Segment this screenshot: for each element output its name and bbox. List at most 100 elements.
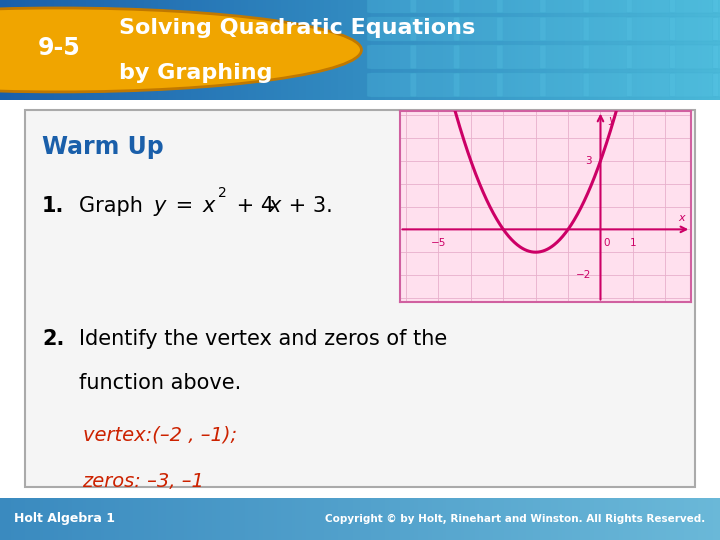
Bar	[464, 498, 469, 540]
Bar	[677, 0, 681, 100]
Bar	[61, 0, 66, 100]
Bar	[101, 0, 105, 100]
Bar	[223, 498, 228, 540]
Bar	[526, 498, 530, 540]
Bar	[713, 0, 717, 100]
Bar	[101, 498, 105, 540]
Bar	[493, 0, 498, 100]
Bar	[662, 0, 667, 100]
FancyBboxPatch shape	[540, 73, 589, 97]
Bar	[130, 498, 134, 540]
Bar	[50, 498, 55, 540]
Bar	[572, 498, 577, 540]
Bar	[108, 498, 112, 540]
Bar	[709, 0, 714, 100]
Bar	[346, 498, 350, 540]
Bar	[443, 498, 447, 540]
Bar	[328, 498, 332, 540]
Bar	[342, 498, 346, 540]
Bar	[259, 498, 264, 540]
Bar	[457, 498, 462, 540]
Bar	[486, 498, 490, 540]
Bar	[400, 0, 404, 100]
Bar	[216, 0, 220, 100]
Bar	[684, 0, 688, 100]
Bar	[644, 498, 649, 540]
Bar	[310, 498, 314, 540]
Bar	[659, 498, 663, 540]
Bar	[29, 0, 33, 100]
Text: 9-5: 9-5	[37, 36, 81, 60]
Bar	[112, 0, 116, 100]
Bar	[572, 0, 577, 100]
Text: 0: 0	[603, 238, 610, 248]
Bar	[248, 0, 253, 100]
Bar	[536, 0, 541, 100]
FancyBboxPatch shape	[454, 73, 503, 97]
Text: y: y	[608, 115, 615, 125]
Bar	[515, 498, 519, 540]
Bar	[547, 0, 552, 100]
Bar	[86, 498, 91, 540]
Bar	[173, 0, 177, 100]
Bar	[529, 0, 534, 100]
Bar	[551, 0, 555, 100]
Bar	[104, 498, 109, 540]
Text: by Graphing: by Graphing	[119, 63, 272, 83]
Bar	[551, 498, 555, 540]
FancyBboxPatch shape	[25, 110, 695, 487]
Bar	[18, 498, 22, 540]
Bar	[374, 0, 379, 100]
Bar	[151, 498, 156, 540]
Bar	[216, 498, 220, 540]
Text: −2: −2	[576, 270, 591, 280]
FancyBboxPatch shape	[410, 17, 459, 41]
Bar	[54, 0, 58, 100]
Bar	[187, 0, 192, 100]
Bar	[558, 0, 562, 100]
Bar	[378, 0, 382, 100]
FancyBboxPatch shape	[626, 73, 675, 97]
Bar	[475, 0, 480, 100]
Text: 1: 1	[629, 238, 636, 248]
FancyBboxPatch shape	[367, 73, 416, 97]
Bar	[292, 498, 296, 540]
Bar	[295, 498, 300, 540]
Bar	[605, 0, 609, 100]
Bar	[245, 0, 249, 100]
Bar	[227, 0, 231, 100]
Bar	[14, 0, 19, 100]
Bar	[256, 0, 260, 100]
Bar	[173, 498, 177, 540]
Bar	[295, 0, 300, 100]
Bar	[115, 0, 120, 100]
Bar	[418, 0, 422, 100]
Bar	[122, 498, 127, 540]
Bar	[212, 498, 217, 540]
Bar	[191, 0, 195, 100]
Bar	[536, 498, 541, 540]
Bar	[220, 498, 224, 540]
Bar	[40, 0, 44, 100]
Bar	[252, 0, 256, 100]
Bar	[353, 498, 357, 540]
Bar	[65, 498, 69, 540]
Bar	[464, 0, 469, 100]
Bar	[508, 0, 512, 100]
Bar	[29, 498, 33, 540]
Bar	[482, 498, 487, 540]
FancyBboxPatch shape	[540, 0, 589, 13]
Bar	[695, 0, 699, 100]
Bar	[468, 0, 472, 100]
Bar	[47, 498, 51, 540]
Bar	[428, 0, 433, 100]
Bar	[342, 0, 346, 100]
Bar	[299, 498, 303, 540]
Bar	[500, 498, 505, 540]
Bar	[155, 0, 159, 100]
Bar	[608, 0, 613, 100]
Bar	[238, 498, 242, 540]
Bar	[144, 0, 148, 100]
Bar	[414, 498, 418, 540]
Bar	[338, 498, 343, 540]
